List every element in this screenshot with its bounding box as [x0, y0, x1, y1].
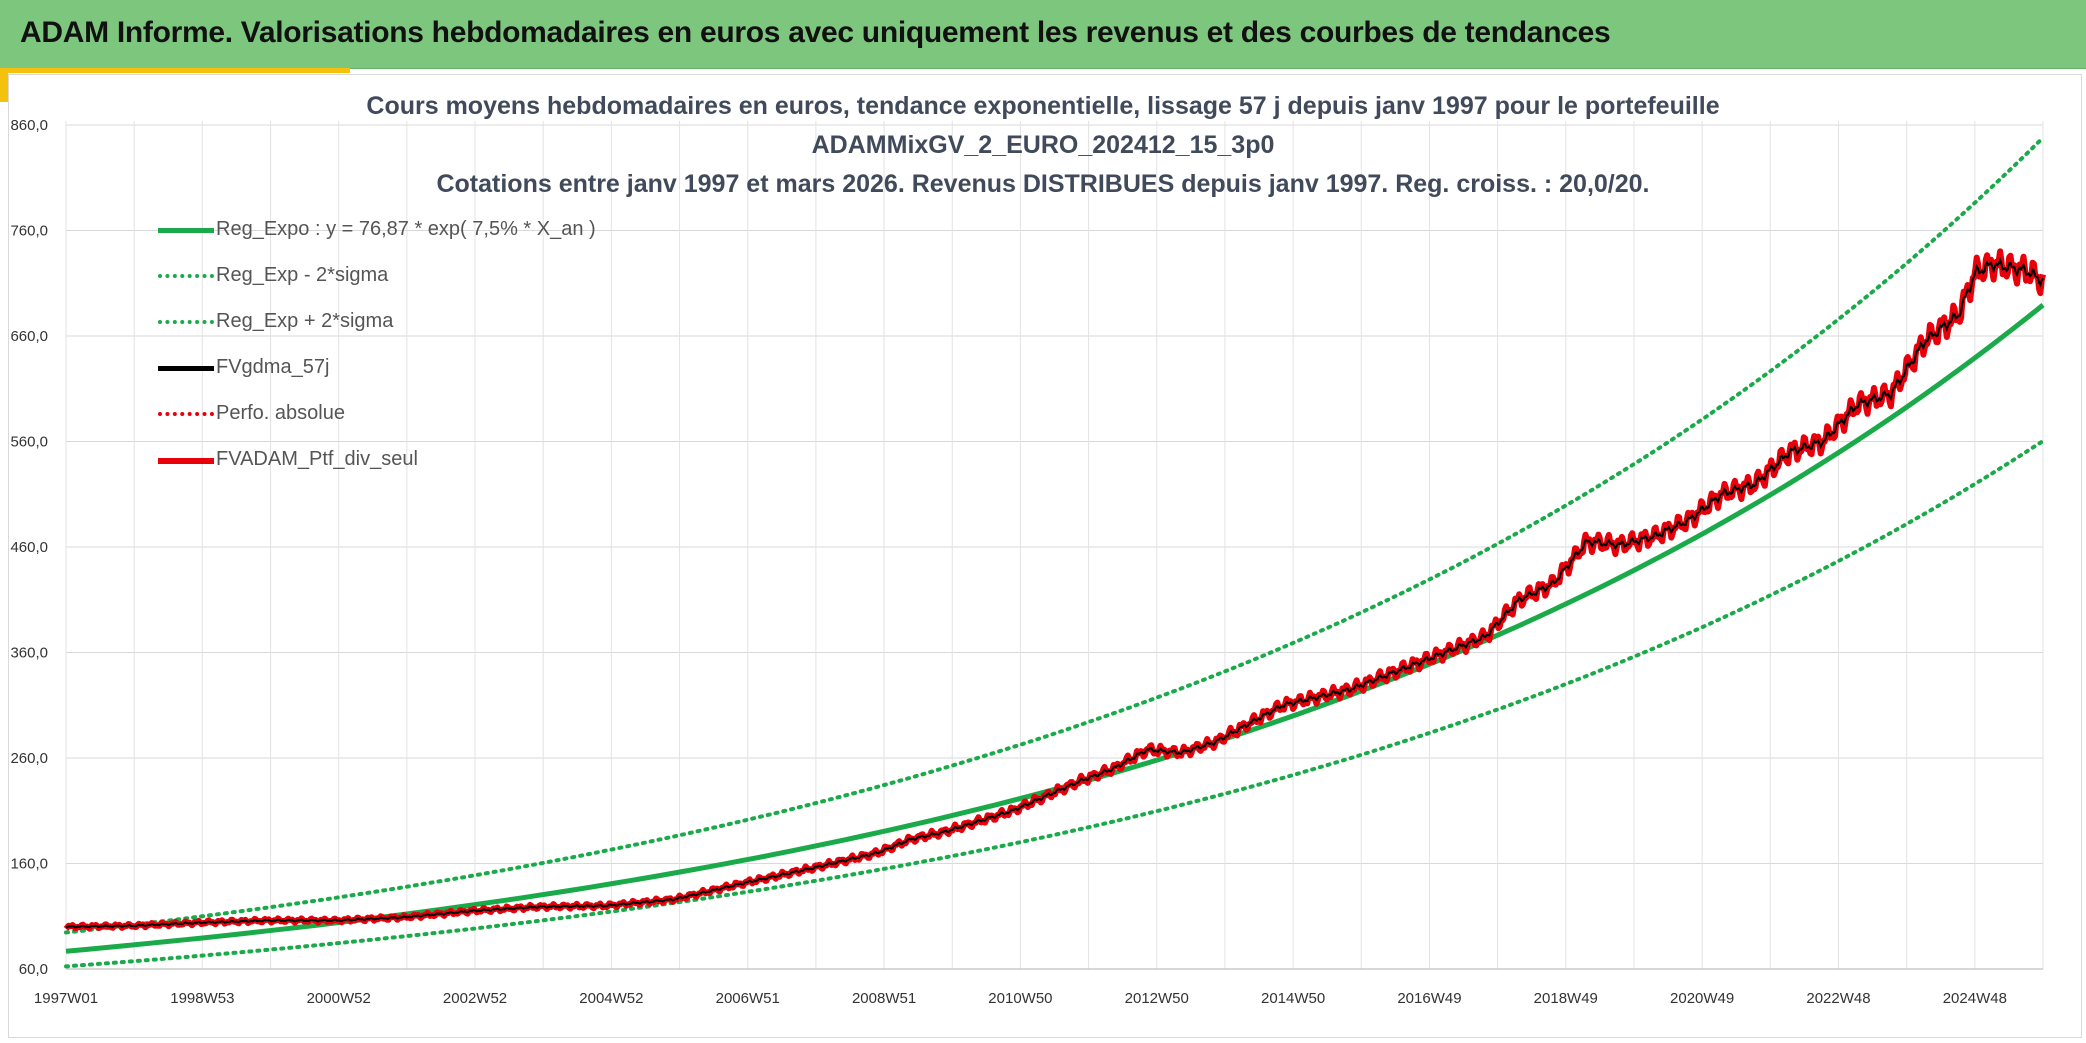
legend-swatch-reg-exp-minus: [158, 274, 214, 278]
x-tick-label: 2014W50: [1261, 990, 1325, 1007]
chart-title-line-2: ADAMMixGV_2_EURO_202412_15_3p0: [811, 131, 1275, 159]
legend-swatch-reg-exp-plus: [158, 320, 214, 324]
page-title: ADAM Informe. Valorisations hebdomadaire…: [20, 16, 1611, 49]
legend-label-fvadam: FVADAM_Ptf_div_seul: [216, 448, 418, 470]
x-tick-label: 2006W51: [716, 990, 780, 1007]
chart-title-line-3: Cotations entre janv 1997 et mars 2026. …: [436, 170, 1650, 198]
x-tick-label: 1998W53: [170, 990, 234, 1007]
y-tick-label: 660,0: [10, 328, 48, 345]
y-tick-label: 460,0: [10, 539, 48, 556]
x-tick-label: 2008W51: [852, 990, 916, 1007]
y-tick-label: 160,0: [10, 856, 48, 873]
x-tick-label: 2010W50: [988, 990, 1052, 1007]
x-tick-label: 2004W52: [579, 990, 643, 1007]
series-fvgdma-57j: [65, 257, 2044, 929]
y-tick-label: 760,0: [10, 223, 48, 240]
chart-title-line-1: Cours moyens hebdomadaires en euros, ten…: [366, 92, 1720, 120]
x-tick-label: 2000W52: [307, 990, 371, 1007]
x-tick-label: 2012W50: [1125, 990, 1189, 1007]
legend-swatch-fvadam: [158, 458, 214, 464]
legend-label-reg-exp-plus: Reg_Exp + 2*sigma: [216, 310, 394, 332]
legend-swatch-fvgdma: [158, 366, 214, 371]
y-tick-label: 560,0: [10, 434, 48, 451]
legend-swatch-perfo-absolue: [158, 412, 214, 416]
series-fvadam-ptf-div-seul: [63, 248, 2046, 932]
x-tick-label: 2024W48: [1943, 990, 2007, 1007]
x-tick-label: 2016W49: [1397, 990, 1461, 1007]
series-reg-exp-plus: [64, 135, 2045, 935]
y-tick-label: 360,0: [10, 645, 48, 662]
legend-swatch-reg-expo: [158, 228, 214, 233]
accent-stripe-top: [0, 68, 350, 73]
x-tick-label: 2018W49: [1534, 990, 1598, 1007]
legend-label-perfo-absolue: Perfo. absolue: [216, 402, 345, 424]
x-tick-label: 2002W52: [443, 990, 507, 1007]
x-tick-label: 1997W01: [34, 990, 98, 1007]
y-tick-label: 60,0: [19, 961, 48, 978]
series-reg-exp-minus: [64, 439, 2045, 969]
x-tick-label: 2020W49: [1670, 990, 1734, 1007]
accent-stripe-left: [0, 68, 8, 102]
legend-label-reg-exp-minus: Reg_Exp - 2*sigma: [216, 264, 389, 286]
series-reg-expo: [65, 303, 2045, 954]
y-tick-label: 260,0: [10, 750, 48, 767]
chart-frame: [8, 74, 2082, 1038]
legend-label-fvgdma: FVgdma_57j: [216, 356, 330, 378]
legend-label-reg-expo: Reg_Expo : y = 76,87 * exp( 7,5% * X_an …: [216, 218, 596, 240]
y-tick-label: 860,0: [10, 117, 48, 134]
x-tick-label: 2022W48: [1806, 990, 1870, 1007]
header-bar: ADAM Informe. Valorisations hebdomadaire…: [0, 0, 2086, 69]
